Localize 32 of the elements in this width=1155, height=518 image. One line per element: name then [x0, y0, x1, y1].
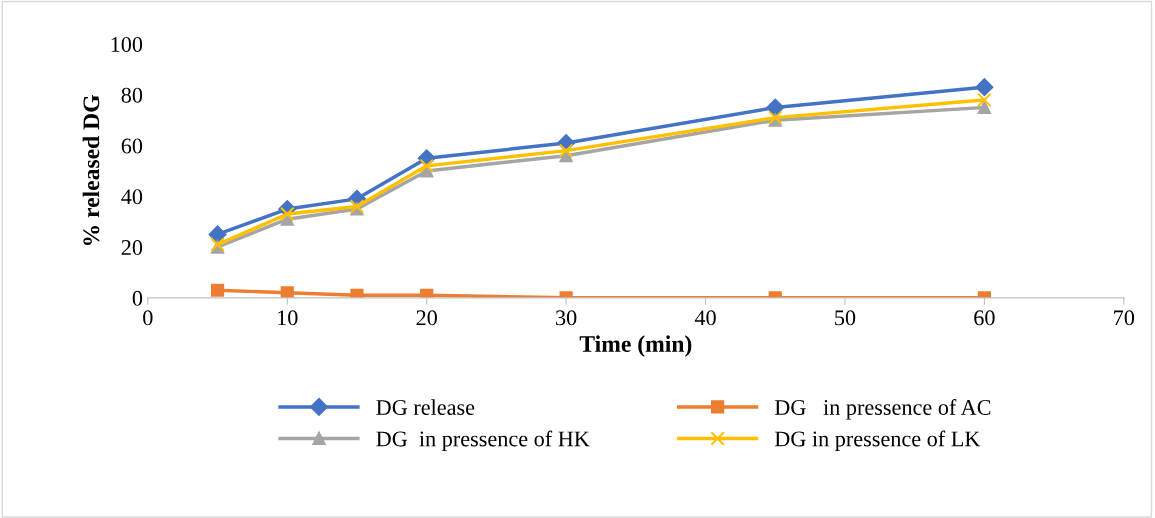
- point: [280, 286, 294, 298]
- point: [977, 92, 992, 108]
- x-tick-label: 10: [278, 310, 298, 326]
- legend-label: DG release: [376, 399, 475, 415]
- y-tick-label: 80: [121, 87, 143, 103]
- y-tick-label: 40: [121, 189, 143, 205]
- x-tick-label: 20: [416, 310, 437, 326]
- point: [975, 78, 994, 97]
- point: [419, 158, 434, 174]
- point: [350, 288, 364, 298]
- x-tick-label: 0: [143, 310, 153, 326]
- x-tick-label: 40: [694, 310, 716, 326]
- point: [977, 100, 991, 115]
- point: [558, 143, 574, 158]
- point: [766, 98, 785, 117]
- x-axis-title: Time (min): [579, 335, 692, 357]
- y-tick-label: 60: [121, 138, 143, 154]
- legend-label: DG in pressence of AC: [774, 399, 991, 420]
- legend-label: DG in pressence of HK: [376, 430, 590, 451]
- x-tick-label: 60: [974, 310, 995, 326]
- y-tick-label: 100: [111, 36, 143, 52]
- y-tick-label: 0: [132, 290, 143, 306]
- legend-label: DG in pressence of LK: [774, 430, 981, 451]
- point: [279, 206, 295, 222]
- point: [210, 283, 225, 297]
- y-tick-label: 20: [121, 240, 143, 256]
- y-axis-title: % released DG: [82, 95, 100, 246]
- point: [420, 164, 434, 178]
- point: [208, 225, 227, 244]
- x-tick-label: 70: [1114, 310, 1135, 326]
- x-tick-label: 30: [556, 310, 577, 326]
- x-tick-label: 50: [835, 310, 856, 326]
